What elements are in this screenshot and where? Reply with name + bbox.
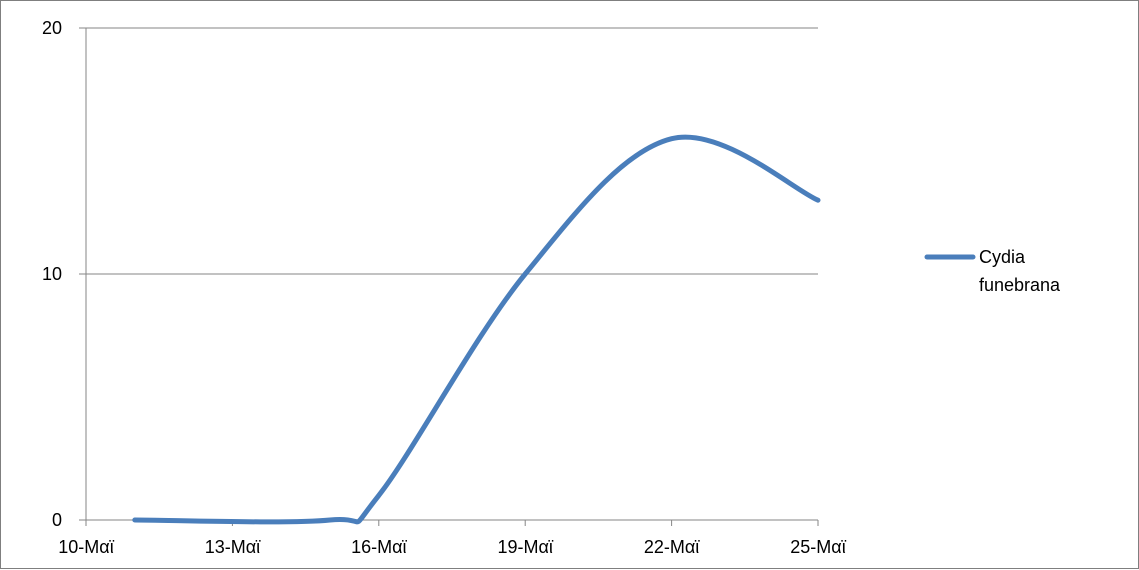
x-tick-label: 16-Μαϊ bbox=[351, 537, 407, 557]
y-tick-label: 0 bbox=[52, 510, 62, 530]
legend-label: Cydia bbox=[979, 247, 1026, 267]
x-tick-label: 13-Μαϊ bbox=[205, 537, 261, 557]
legend: Cydia funebrana bbox=[927, 247, 1061, 295]
axes bbox=[79, 28, 818, 526]
gridlines bbox=[86, 28, 818, 274]
legend-label: funebrana bbox=[979, 275, 1061, 295]
series-lines bbox=[135, 137, 818, 522]
x-tick-label: 10-Μαϊ bbox=[58, 537, 114, 557]
series-line-0 bbox=[135, 137, 818, 522]
x-tick-label: 19-Μαϊ bbox=[497, 537, 553, 557]
x-tick-label: 25-Μαϊ bbox=[790, 537, 846, 557]
y-tick-label: 10 bbox=[42, 264, 62, 284]
tick-labels: 0 10 20 10-Μαϊ 13-Μαϊ 16-Μαϊ 19-Μαϊ 22-Μαϊ 25-Μα… bbox=[42, 18, 847, 557]
x-tick-label: 22-Μαϊ bbox=[644, 537, 700, 557]
y-tick-label: 20 bbox=[42, 18, 62, 38]
